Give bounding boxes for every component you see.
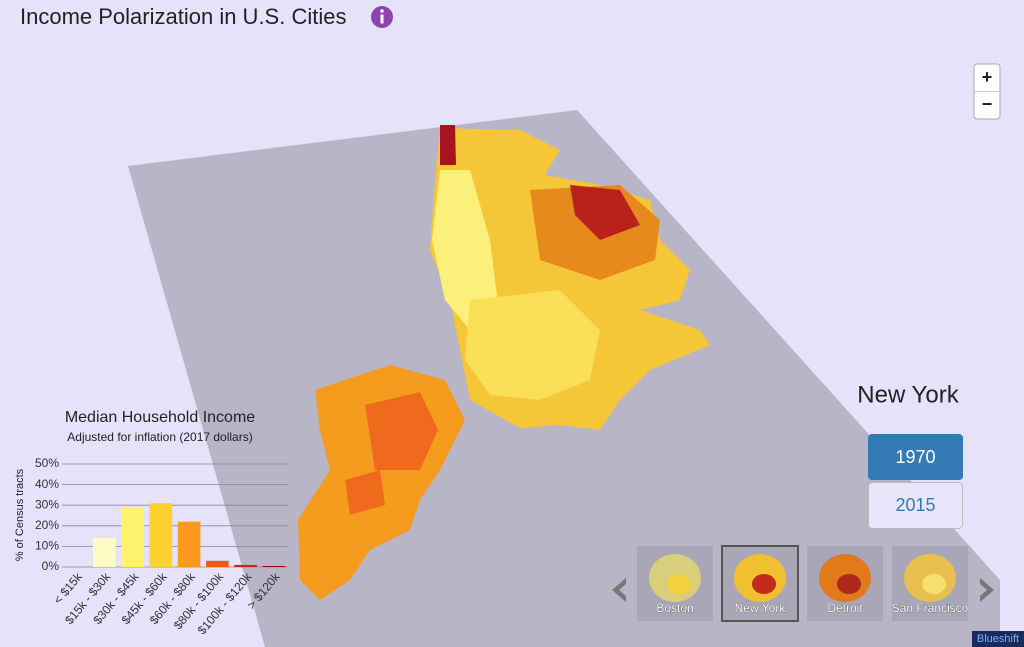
y-axis-label: % of Census tracts: [14, 468, 26, 561]
thumbnail-map: [667, 574, 691, 594]
thumbnail-map: [922, 574, 946, 594]
footer-badge: [972, 631, 1024, 647]
page-title: Income Polarization in U.S. Cities: [20, 4, 346, 29]
city-label[interactable]: Boston: [656, 601, 694, 616]
thumbnail-map: [837, 574, 861, 594]
y-tick-label: 20%: [35, 518, 59, 532]
map-shape: [345, 470, 385, 515]
y-tick-label: 30%: [35, 497, 59, 511]
chart-subtitle: Adjusted for inflation (2017 dollars): [67, 430, 252, 444]
city-label[interactable]: Detroit: [827, 601, 864, 616]
map-shape: [365, 392, 438, 470]
y-tick-label: 50%: [35, 456, 59, 470]
y-tick-label: 40%: [35, 477, 59, 491]
zoom-out[interactable]: −: [982, 94, 993, 114]
city-label[interactable]: San Francisco: [891, 601, 969, 616]
bar: [177, 521, 201, 567]
prev-arrow[interactable]: [612, 578, 626, 602]
y-tick-label: 0%: [42, 559, 60, 573]
year-button[interactable]: [868, 482, 963, 529]
map-shape: [570, 185, 640, 240]
footer-text: Blueshift: [977, 633, 1019, 645]
city-name: New York: [857, 381, 959, 408]
map-shape: [440, 125, 456, 165]
year-button[interactable]: [868, 434, 963, 480]
bar: [206, 560, 229, 567]
map-shape: [432, 170, 500, 330]
y-tick-label: 10%: [35, 539, 59, 553]
year-label[interactable]: 1970: [895, 447, 935, 467]
info-icon[interactable]: [371, 6, 393, 28]
bar: [262, 565, 286, 567]
map-shape: [465, 290, 600, 400]
chart-title: Median Household Income: [65, 409, 255, 426]
thumbnail-map: [752, 574, 776, 594]
zoom-in[interactable]: +: [982, 67, 993, 87]
bar: [149, 503, 173, 567]
year-label[interactable]: 2015: [895, 495, 935, 515]
bar: [93, 538, 116, 567]
city-label[interactable]: New York: [734, 601, 787, 616]
next-arrow[interactable]: [980, 578, 994, 602]
bar: [234, 564, 257, 567]
bar: [121, 507, 144, 567]
